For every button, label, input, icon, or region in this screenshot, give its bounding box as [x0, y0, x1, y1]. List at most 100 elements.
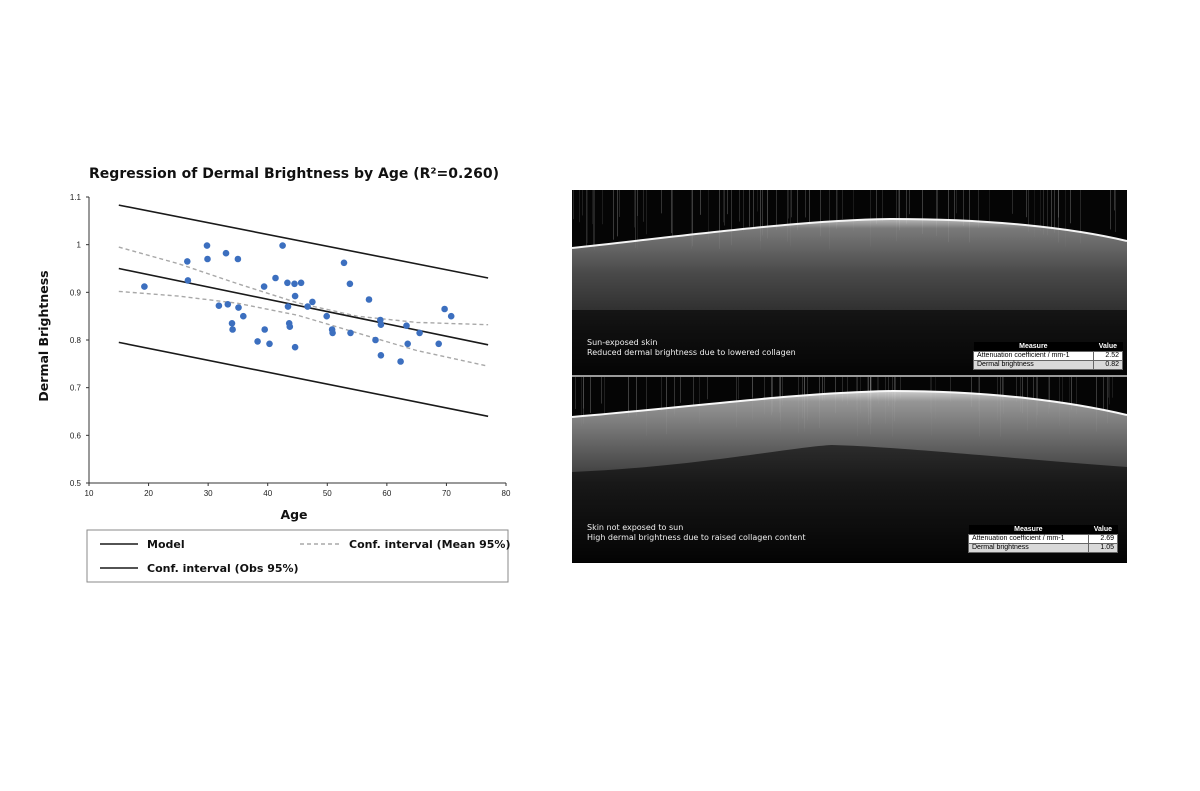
tick-labels: 10 20 30 40 50 60 70 80 0.5 0.6 0.7 0.8 0.9 1 1.1: [70, 193, 511, 498]
header-value: Value: [1093, 342, 1123, 352]
series-layer: [118, 204, 489, 418]
y-tick-label: 0.8: [70, 336, 82, 345]
scan-streak: [634, 190, 635, 228]
scan-streak: [1070, 190, 1071, 224]
scan-streak: [790, 190, 791, 247]
scan-streak: [637, 190, 638, 217]
chart-title: Regression of Dermal Brightness by Age (…: [89, 166, 499, 182]
scatter-point: [397, 358, 404, 365]
measure-table-not-exposed: Measure Value Attenuation coefficient / …: [968, 525, 1119, 553]
legend-entry-model: Model: [100, 538, 185, 551]
scan-streak: [671, 190, 672, 234]
scan-streak: [822, 377, 823, 401]
oct-scan-panel: Sun-exposed skin Reduced dermal brightne…: [572, 190, 1127, 563]
scan-streak: [1026, 190, 1027, 218]
caption-title: Skin not exposed to sun: [587, 523, 684, 532]
scan-streak: [764, 377, 765, 415]
header-measure: Measure: [968, 525, 1089, 535]
scan-streak: [948, 190, 949, 243]
scan-streak: [739, 190, 740, 223]
scan-streak: [1114, 190, 1115, 211]
scan-streak: [909, 190, 910, 215]
scan-streak: [1058, 190, 1059, 243]
scatter-point: [377, 321, 385, 328]
x-axis-label: Age: [280, 507, 307, 522]
y-tick-label: 1.1: [70, 193, 82, 202]
scan-streak: [1065, 190, 1066, 247]
scatter-point: [203, 242, 211, 249]
scan-streak: [836, 190, 837, 230]
scan-streak: [583, 377, 584, 424]
table-row: Attenuation coefficient / mm-1 2.52: [973, 351, 1124, 361]
scan-streak: [877, 377, 878, 399]
scan-streak: [776, 190, 777, 231]
scatter-point: [340, 259, 348, 267]
caption-sun-exposed: Sun-exposed skin Reduced dermal brightne…: [587, 338, 796, 358]
legend-label-obs-ci: Conf. interval (Obs 95%): [147, 562, 299, 575]
scatter-point: [229, 326, 236, 333]
scan-streak: [731, 190, 732, 246]
scatter-point: [291, 280, 298, 288]
scan-streak: [674, 377, 675, 414]
scan-streak: [602, 190, 603, 225]
scatter-point: [304, 303, 311, 310]
scan-streak: [767, 190, 768, 239]
scan-streak: [876, 190, 877, 224]
legend-box: [86, 529, 509, 583]
x-tick-label: 80: [502, 489, 511, 498]
scan-streak: [619, 190, 620, 217]
scan-streak: [752, 377, 753, 398]
scatter-point: [261, 326, 268, 333]
regression-chart-svg: Regression of Dermal Brightness by Age (…: [36, 166, 511, 583]
scan-streak: [842, 377, 843, 402]
obs-ci-lower-line: [118, 341, 489, 418]
scan-streak: [837, 190, 838, 225]
scatter-point: [435, 340, 443, 348]
scan-streak: [824, 377, 825, 402]
scan-streak: [672, 190, 673, 238]
y-axis-label: Dermal Brightness: [36, 270, 51, 401]
scan-streak: [727, 190, 728, 215]
table-row: Dermal brightness 1.05: [968, 543, 1119, 553]
scan-streak: [628, 377, 629, 417]
scan-streak: [1048, 377, 1049, 414]
measure-value: 2.52: [1092, 351, 1124, 361]
model-line: [118, 267, 489, 346]
scan-streak: [646, 190, 647, 235]
scan-streak: [1037, 377, 1038, 416]
legend-label-model: Model: [147, 538, 185, 551]
scan-streak: [1071, 377, 1072, 410]
y-tick-label: 0.7: [70, 384, 82, 393]
measure-name: Attenuation coefficient / mm-1: [968, 534, 1089, 544]
scan-streak: [723, 190, 724, 223]
scan-streak: [900, 377, 901, 399]
scan-streak: [1080, 190, 1081, 244]
x-tick-label: 50: [323, 489, 332, 498]
scan-streak: [586, 190, 587, 247]
legend-entry-obs-ci: Conf. interval (Obs 95%): [100, 562, 299, 575]
scan-streak: [899, 190, 900, 231]
oct-scan-sun-exposed: Sun-exposed skin Reduced dermal brightne…: [572, 190, 1127, 375]
scan-streak: [1028, 190, 1029, 232]
scan-streak: [1108, 377, 1109, 398]
scan-streak: [646, 377, 647, 436]
measure-name: Attenuation coefficient / mm-1: [973, 351, 1094, 361]
scan-streak: [637, 190, 638, 250]
scatter-point: [291, 292, 299, 300]
x-tick-label: 60: [382, 489, 391, 498]
y-tick-label: 0.9: [70, 288, 82, 297]
mean-ci-lower-line: [118, 290, 489, 367]
scan-streak: [829, 190, 830, 250]
x-tick-label: 70: [442, 489, 451, 498]
scatter-point: [447, 312, 455, 320]
scatter-point: [234, 255, 242, 263]
scatter-point: [272, 274, 279, 282]
scan-streak: [767, 190, 768, 229]
scan-streak: [752, 377, 753, 420]
scan-streak: [583, 377, 584, 409]
obs-ci-upper-line: [118, 204, 489, 279]
scatter-point: [309, 298, 316, 306]
x-tick-label: 20: [144, 489, 153, 498]
scan-streak: [950, 377, 951, 402]
scatter-point: [365, 296, 373, 303]
